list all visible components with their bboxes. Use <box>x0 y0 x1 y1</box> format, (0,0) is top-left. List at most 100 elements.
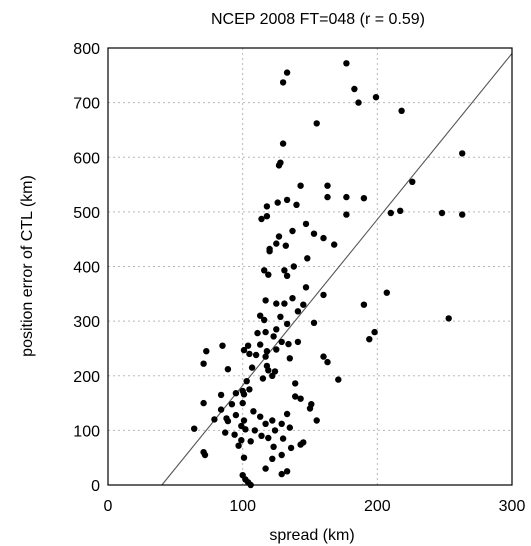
data-point <box>248 364 256 371</box>
y-tick-label: 200 <box>73 369 100 386</box>
data-point <box>383 289 390 296</box>
data-point <box>459 150 466 157</box>
data-point <box>254 329 261 337</box>
data-point <box>273 346 280 353</box>
data-point <box>409 178 416 185</box>
data-point <box>200 399 207 407</box>
x-tick-label: 200 <box>364 498 391 515</box>
data-point <box>324 182 331 189</box>
data-point <box>265 434 272 442</box>
data-point <box>201 451 209 459</box>
data-point <box>366 336 373 343</box>
data-point <box>283 410 291 418</box>
data-points <box>191 60 466 489</box>
data-point <box>290 263 297 270</box>
chart-title: NCEP 2008 FT=048 (r = 0.59) <box>211 11 425 28</box>
data-point <box>235 442 242 449</box>
data-point <box>200 360 207 367</box>
data-point <box>257 312 264 319</box>
y-tick-label: 400 <box>73 260 100 277</box>
data-point <box>240 454 248 461</box>
data-point <box>302 220 310 228</box>
data-point <box>351 85 358 93</box>
data-point <box>313 120 320 127</box>
data-point <box>331 241 338 248</box>
data-point <box>224 366 232 373</box>
data-point <box>242 426 249 433</box>
data-point <box>273 326 280 333</box>
data-point <box>297 182 304 189</box>
data-point <box>286 424 293 431</box>
data-point <box>231 431 238 438</box>
data-point <box>310 230 318 237</box>
data-point <box>372 94 380 101</box>
data-point <box>398 107 405 115</box>
data-point <box>279 79 287 86</box>
data-point <box>285 340 292 348</box>
data-point <box>283 272 291 279</box>
data-point <box>292 393 299 400</box>
y-tick-label: 700 <box>73 96 100 113</box>
data-point <box>270 443 277 450</box>
data-point <box>250 408 257 415</box>
data-point <box>281 300 288 307</box>
data-point <box>258 432 265 439</box>
data-point <box>258 215 265 223</box>
data-point <box>269 372 276 379</box>
data-point <box>261 267 268 274</box>
data-point <box>300 301 307 308</box>
data-point <box>257 413 264 420</box>
data-point <box>262 328 269 336</box>
data-point <box>306 405 314 412</box>
data-point <box>271 427 279 434</box>
data-point <box>217 406 225 413</box>
y-tick-label: 100 <box>73 423 100 440</box>
data-point <box>294 338 302 346</box>
data-point <box>191 425 198 432</box>
data-point <box>281 267 288 274</box>
data-point <box>240 346 248 354</box>
plot-frame <box>107 47 513 486</box>
data-point <box>292 380 299 387</box>
data-point <box>320 353 327 360</box>
reference-line <box>161 53 513 486</box>
x-tick-label: 0 <box>104 498 113 515</box>
data-point <box>266 248 273 255</box>
data-point <box>278 451 285 459</box>
data-point <box>219 342 226 349</box>
data-point <box>297 441 304 448</box>
data-point <box>279 140 287 147</box>
data-point <box>246 386 253 393</box>
data-point <box>324 193 331 201</box>
data-point <box>286 355 293 362</box>
data-point <box>445 315 452 322</box>
data-point <box>335 376 342 383</box>
data-point <box>293 201 300 208</box>
data-point <box>387 209 394 217</box>
data-point <box>277 313 284 320</box>
data-point <box>343 211 350 218</box>
data-point <box>224 417 232 425</box>
data-point <box>397 207 404 214</box>
data-point <box>261 316 268 324</box>
data-point <box>343 60 350 67</box>
data-point <box>283 69 291 76</box>
data-point <box>222 429 229 436</box>
data-point <box>262 465 269 472</box>
data-point <box>360 301 368 308</box>
data-point <box>263 348 271 355</box>
data-point <box>243 378 250 385</box>
data-point <box>297 395 304 402</box>
data-point <box>265 271 272 278</box>
data-point <box>262 353 269 360</box>
data-point <box>265 367 272 374</box>
data-point <box>310 319 318 326</box>
data-point <box>247 438 254 445</box>
data-point <box>324 358 331 366</box>
data-point <box>320 291 327 299</box>
data-point <box>278 338 285 346</box>
data-point <box>239 399 246 407</box>
data-point <box>289 295 296 302</box>
y-tick-label: 0 <box>91 478 100 495</box>
